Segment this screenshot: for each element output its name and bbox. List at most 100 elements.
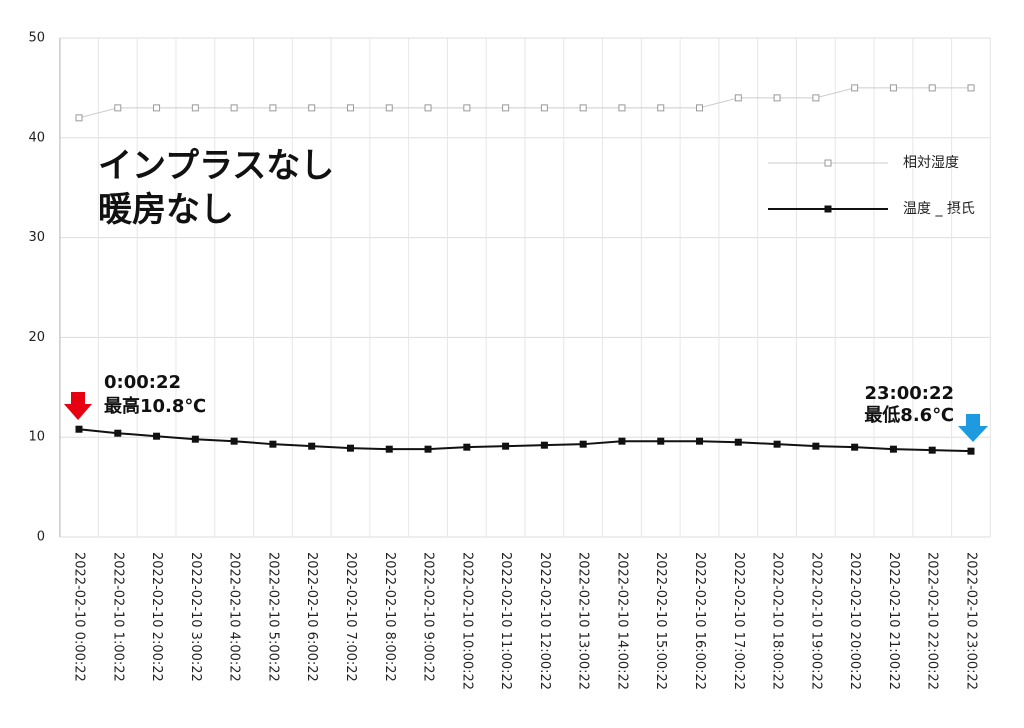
data-point-temperature: [75, 425, 83, 433]
legend-temperature-label: 温度 _ 摂氏: [903, 201, 975, 217]
data-point-humidity: [385, 104, 393, 112]
y-tick-label: 40: [28, 130, 45, 145]
data-point-temperature: [928, 446, 936, 454]
data-point-humidity: [424, 104, 432, 112]
low-annotation: 23:00:22 最低8.6℃: [864, 383, 988, 442]
data-point-humidity: [696, 104, 704, 112]
down-arrow-icon-red: [64, 392, 92, 420]
data-point-humidity: [657, 104, 665, 112]
data-point-humidity: [812, 94, 820, 102]
x-tick-label: 2022-02-10 7:00:22: [343, 552, 358, 682]
x-tick-label: 2022-02-10 19:00:22: [808, 552, 823, 690]
x-tick-label: 2022-02-10 16:00:22: [692, 552, 707, 690]
data-point-temperature: [889, 445, 897, 453]
data-point-temperature: [153, 432, 161, 440]
x-tick-label: 2022-02-10 11:00:22: [498, 552, 513, 690]
data-point-temperature: [269, 440, 277, 448]
x-tick-label: 2022-02-10 6:00:22: [304, 552, 319, 682]
data-point-temperature: [812, 442, 820, 450]
down-arrow-icon-blue: [958, 414, 988, 442]
series-temperature: [75, 425, 975, 455]
data-point-temperature: [308, 442, 316, 450]
x-tick-label: 2022-02-10 22:00:22: [925, 552, 940, 690]
data-point-humidity: [889, 84, 897, 92]
data-point-humidity: [191, 104, 199, 112]
series-line-temperature: [78, 428, 972, 453]
data-point-humidity: [230, 104, 238, 112]
series: [75, 84, 975, 455]
data-point-temperature: [540, 441, 548, 449]
data-point-temperature: [424, 445, 432, 453]
data-point-humidity: [502, 104, 510, 112]
data-point-humidity: [967, 84, 975, 92]
low-temp-label: 最低8.6℃: [864, 404, 954, 426]
data-point-temperature: [579, 440, 587, 448]
data-point-humidity: [734, 94, 742, 102]
data-point-humidity: [269, 104, 277, 112]
x-tick-label: 2022-02-10 3:00:22: [188, 552, 203, 682]
data-point-temperature: [463, 443, 471, 451]
data-point-humidity: [463, 104, 471, 112]
data-point-humidity: [75, 114, 83, 122]
x-tick-label: 2022-02-10 9:00:22: [421, 552, 436, 682]
grid: [59, 37, 991, 538]
x-tick-label: 2022-02-10 15:00:22: [653, 552, 668, 690]
data-point-humidity: [114, 104, 122, 112]
data-point-temperature: [114, 429, 122, 437]
data-point-temperature: [502, 442, 510, 450]
x-tick-label: 2022-02-10 8:00:22: [382, 552, 397, 682]
low-time-label: 23:00:22: [864, 383, 954, 404]
x-tick-label: 2022-02-10 13:00:22: [576, 552, 591, 690]
y-tick-label: 0: [37, 530, 45, 545]
legend-temperature-marker: [824, 205, 832, 213]
data-point-temperature: [696, 437, 704, 445]
series-line-humidity: [78, 87, 971, 119]
x-tick-label: 2022-02-10 23:00:22: [964, 552, 979, 690]
data-point-humidity: [773, 94, 781, 102]
data-point-humidity: [540, 104, 548, 112]
data-point-humidity: [579, 104, 587, 112]
data-point-temperature: [773, 440, 781, 448]
y-tick-label: 10: [28, 430, 45, 445]
y-tick-label: 20: [28, 330, 45, 345]
y-tick-label: 50: [28, 31, 45, 46]
x-tick-label: 2022-02-10 18:00:22: [770, 552, 785, 690]
axes: 0 10 20 30 40 50 2022-02-10 0:00:22 2022-02-10 …: [28, 31, 978, 691]
data-point-humidity: [618, 104, 626, 112]
x-tick-label: 2022-02-10 4:00:22: [227, 552, 242, 682]
high-temp-label: 最高10.8℃: [104, 395, 206, 417]
data-point-temperature: [967, 447, 975, 455]
y-tick-label: 30: [28, 230, 45, 245]
data-point-humidity: [308, 104, 316, 112]
data-point-temperature: [618, 437, 626, 445]
legend-humidity-label: 相対湿度: [903, 155, 959, 171]
data-point-humidity: [153, 104, 161, 112]
x-tick-label: 2022-02-10 10:00:22: [459, 552, 474, 690]
data-point-humidity: [851, 84, 859, 92]
x-tick-label: 2022-02-10 20:00:22: [847, 552, 862, 690]
data-point-temperature: [734, 438, 742, 446]
x-tick-label: 2022-02-10 21:00:22: [886, 552, 901, 690]
x-tick-label: 2022-02-10 2:00:22: [149, 552, 164, 682]
data-point-temperature: [385, 445, 393, 453]
high-time-label: 0:00:22: [104, 372, 181, 393]
overlay-title-line2: 暖房なし: [98, 190, 234, 230]
data-point-temperature: [346, 444, 354, 452]
high-annotation: 0:00:22 最高10.8℃: [64, 372, 206, 420]
x-tick-label: 2022-02-10 14:00:22: [614, 552, 629, 690]
series-humidity: [75, 84, 975, 122]
legend-humidity-marker: [824, 159, 832, 167]
x-tick-label: 2022-02-10 12:00:22: [537, 552, 552, 690]
data-point-humidity: [346, 104, 354, 112]
data-point-temperature: [851, 443, 859, 451]
x-tick-label: 2022-02-10 17:00:22: [731, 552, 746, 690]
data-point-temperature: [230, 437, 238, 445]
x-tick-label: 2022-02-10 0:00:22: [72, 552, 87, 682]
data-point-temperature: [657, 437, 665, 445]
overlay-title-line1: インプラスなし: [98, 146, 334, 186]
legend: 相対湿度 温度 _ 摂氏: [768, 155, 975, 217]
data-point-humidity: [928, 84, 936, 92]
data-point-temperature: [191, 435, 199, 443]
x-tick-label: 2022-02-10 1:00:22: [110, 552, 125, 682]
